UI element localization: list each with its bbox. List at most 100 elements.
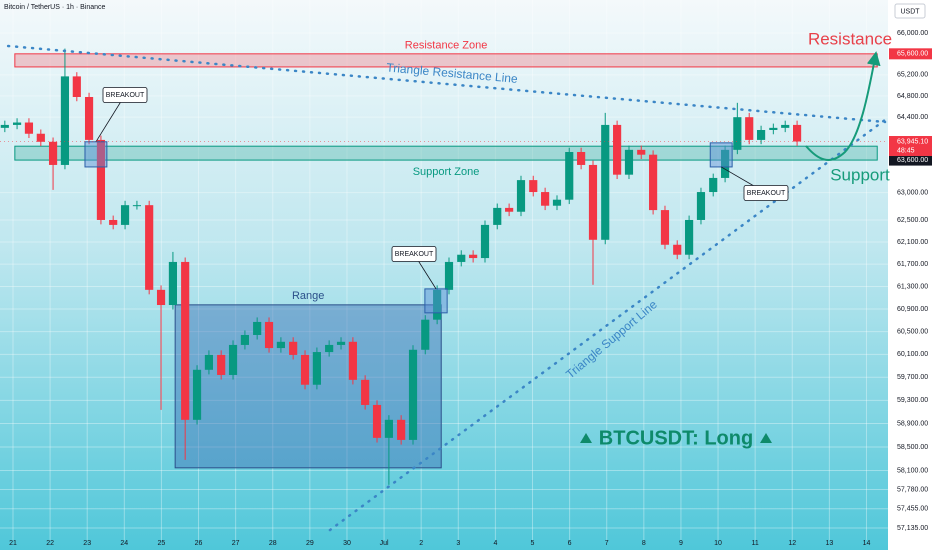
- candle-body: [516, 180, 526, 212]
- zone-label: Support Zone: [413, 166, 480, 178]
- candle-body: [60, 76, 70, 165]
- candle-body: [541, 192, 550, 206]
- x-tick-label: 26: [195, 540, 203, 547]
- candle-body: [24, 122, 34, 134]
- x-tick-label: 25: [158, 540, 166, 547]
- y-tick-label: 60,900.00: [897, 306, 928, 313]
- candle-body: [408, 349, 418, 440]
- candle-body: [204, 354, 214, 370]
- y-tick-label: 64,400.00: [897, 114, 928, 121]
- x-tick-label: 12: [788, 540, 796, 547]
- candle-body: [673, 244, 682, 255]
- currency: USDT: [900, 8, 920, 15]
- y-tick-label: 60,500.00: [897, 328, 928, 335]
- candle-body: [577, 151, 586, 165]
- candle-body: [421, 319, 430, 350]
- y-tick-label: 58,900.00: [897, 420, 928, 427]
- candle-body: [685, 219, 694, 255]
- candle-body: [109, 219, 118, 225]
- candle-body: [552, 199, 562, 206]
- breakout-label: BREAKOUT: [395, 251, 434, 258]
- y-tick-label: 57,455.00: [897, 506, 928, 513]
- breakout-box: [424, 288, 448, 314]
- y-tick-label: 63,000.00: [897, 189, 928, 196]
- support-callout: Support: [830, 165, 890, 184]
- candle-body: [228, 344, 238, 375]
- candle-body: [240, 334, 249, 345]
- candle-body: [168, 261, 178, 306]
- y-tick-label: 58,500.00: [897, 444, 928, 451]
- candle-body: [696, 192, 706, 220]
- range-label: Range: [292, 290, 324, 302]
- candle-body: [457, 254, 466, 262]
- candle-body: [72, 76, 81, 97]
- candle-body: [444, 261, 454, 290]
- x-tick-label: 10: [714, 540, 722, 547]
- bar-countdown: 48:45: [897, 147, 915, 154]
- candle-body: [384, 419, 393, 438]
- x-tick-label: 5: [531, 540, 535, 547]
- candle-body: [325, 344, 334, 353]
- x-tick-label: 6: [568, 540, 572, 547]
- candle-body: [181, 261, 190, 420]
- breakout-box: [709, 142, 733, 168]
- y-tick-label: 60,100.00: [897, 351, 928, 358]
- range-box: [174, 304, 442, 469]
- candle-body: [264, 321, 274, 349]
- candle-body: [721, 149, 730, 178]
- price-label: 65,600.00: [897, 51, 928, 58]
- y-tick-label: 61,300.00: [897, 283, 928, 290]
- resistance-callout: Resistance: [808, 29, 892, 48]
- candle-body: [145, 205, 154, 290]
- candle-body: [480, 224, 490, 259]
- candle-body: [745, 117, 754, 140]
- candle-body: [469, 254, 478, 259]
- y-tick-label: 59,300.00: [897, 397, 928, 404]
- breakout-box: [84, 141, 108, 168]
- candle-body: [529, 180, 538, 193]
- breakout-label-box: [391, 246, 437, 262]
- x-tick-label: 9: [679, 540, 683, 547]
- y-tick-label: 59,700.00: [897, 374, 928, 381]
- candle-body: [276, 341, 285, 349]
- candle-body: [289, 341, 298, 355]
- last-price-box: [889, 136, 932, 157]
- candle-body: [757, 129, 766, 140]
- x-tick-label: 2: [419, 540, 423, 547]
- candle-body: [192, 369, 202, 420]
- candle-body: [781, 124, 790, 128]
- x-tick-label: 28: [269, 540, 277, 547]
- zone: [14, 145, 878, 161]
- candle-body: [769, 127, 778, 130]
- x-tick-label: 30: [343, 540, 351, 547]
- candle-body: [84, 96, 94, 140]
- x-tick-label: Jul: [380, 540, 389, 547]
- candle-body: [372, 404, 382, 438]
- price-label-box: [889, 48, 932, 60]
- candle-body: [433, 289, 442, 320]
- candle-body: [132, 205, 142, 207]
- projection-arrow: [805, 51, 881, 161]
- breakout-label-box: [102, 87, 148, 103]
- price-label-box: [889, 154, 932, 166]
- y-tick-label: 57,780.00: [897, 486, 928, 493]
- candle-body: [0, 124, 9, 128]
- x-tick-label: 21: [9, 540, 17, 547]
- candle-body: [217, 354, 226, 375]
- y-tick-label: 64,800.00: [897, 93, 928, 100]
- candle-body: [312, 352, 321, 385]
- candle-body: [601, 124, 610, 240]
- candle-body: [36, 133, 45, 142]
- x-tick-label: 8: [642, 540, 646, 547]
- x-tick-label: 23: [83, 540, 91, 547]
- candle-body: [300, 354, 310, 385]
- candle-body: [624, 149, 634, 175]
- candle-body: [649, 154, 658, 211]
- breakout-label: BREAKOUT: [106, 92, 145, 99]
- y-tick-label: 61,700.00: [897, 261, 928, 268]
- y-tick-label: 57,135.00: [897, 525, 928, 532]
- price-axis-background: [888, 0, 932, 550]
- x-tick-label: 7: [605, 540, 609, 547]
- candle-body: [96, 139, 106, 220]
